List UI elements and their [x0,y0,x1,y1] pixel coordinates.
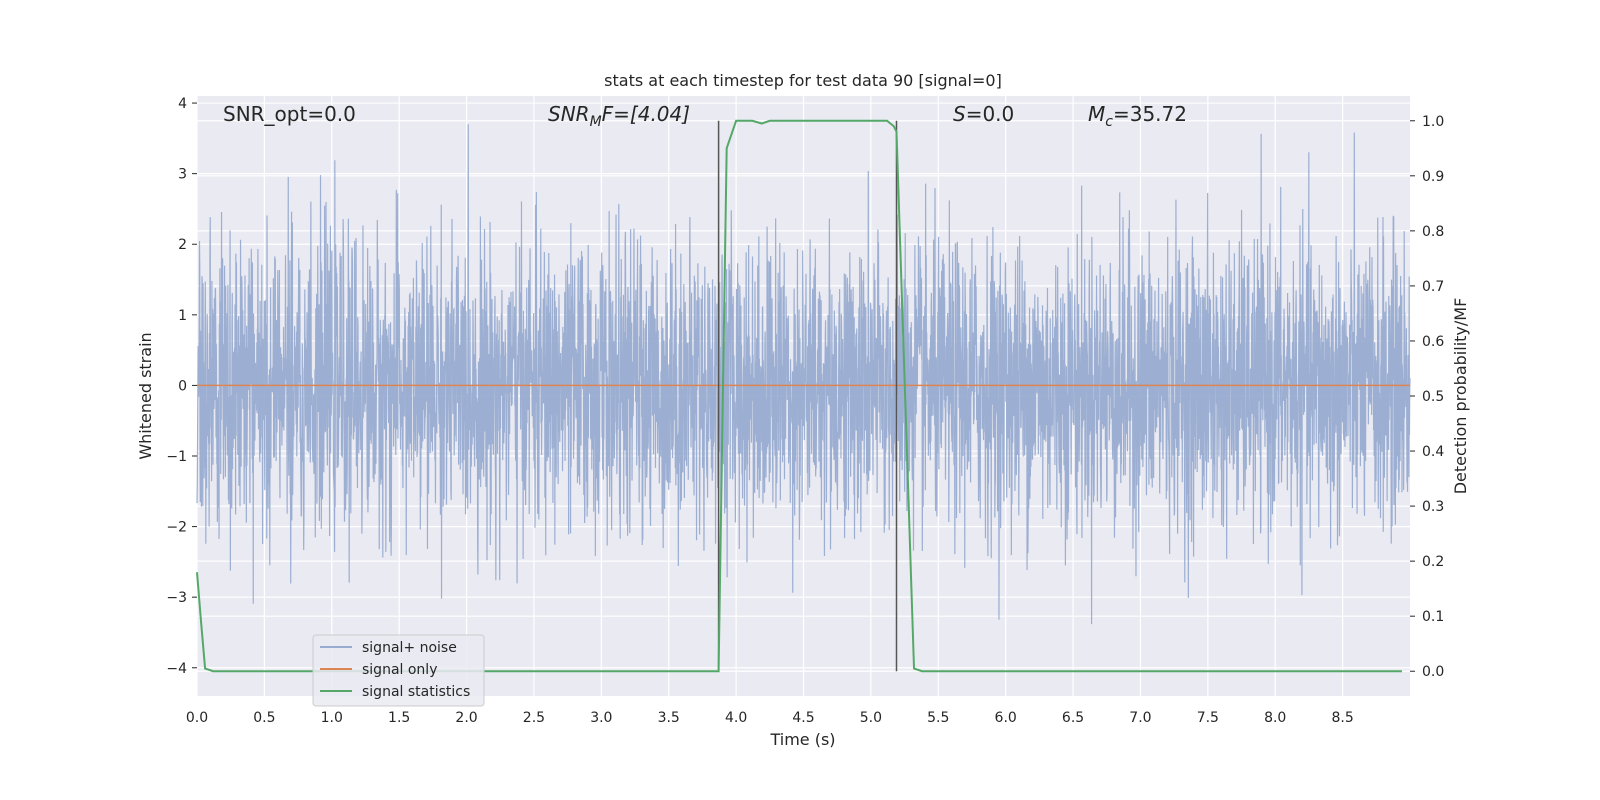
legend-label-signal-only: signal only [362,662,437,678]
x-tick-label: 6.5 [1062,710,1084,726]
annotation-s: S=0.0 [953,102,1014,126]
legend-label-signal-statistics: signal statistics [362,684,470,700]
y-right-tick-label: 0.3 [1422,499,1444,515]
y-right-tick-label: 0.4 [1422,444,1444,460]
y-right-tick-label: 0.9 [1422,169,1444,185]
x-tick-label: 6.0 [995,710,1017,726]
legend-label-signal-noise: signal+ noise [362,640,457,656]
legend-box [312,634,485,707]
annotation-snr-mf: SNRMF=[4.04] [548,102,690,130]
x-tick-label: 8.5 [1331,710,1353,726]
y-left-tick-label: −3 [166,590,187,606]
y-right-tick-label: 0.1 [1422,609,1444,625]
noise-trace [196,124,1411,625]
x-tick-label: 2.0 [455,710,477,726]
series-signal-statistics [196,119,1402,673]
signal-statistics-line [196,119,1402,673]
annotation-mc-sub: c [1105,114,1113,130]
x-tick-label: 8.0 [1264,710,1286,726]
x-tick-label: 7.0 [1129,710,1151,726]
y-right-tick-labels: 0.0 0.1 0.2 0.3 0.4 0.5 0.6 0.7 0.8 0.9 1.0 [1410,114,1444,680]
annotation-s-main: S [953,102,966,126]
y-left-tick-label: −4 [166,661,187,677]
y-right-tick-label: 0.8 [1422,224,1444,240]
y-left-axis-label: Whitened strain [136,332,155,459]
y-right-tick-label: 0.0 [1422,664,1444,680]
y-left-tick-label: 1 [178,308,187,324]
y-right-axis-label: Detection probability/MF [1451,298,1470,495]
x-tick-label: 4.0 [725,710,747,726]
y-left-tick-labels: −4 −3 −2 −1 0 1 2 3 4 [166,96,197,677]
y-right-tick-label: 0.2 [1422,554,1444,570]
y-left-tick-label: 3 [178,167,187,183]
x-tick-label: 5.0 [860,710,882,726]
annotation-snr-mf-rest: F=[4.04] [602,102,690,126]
y-right-tick-label: 0.6 [1422,334,1444,350]
x-tick-label: 0.5 [253,710,275,726]
y-right-tick-label: 0.5 [1422,389,1444,405]
annotation-mc-rest: =35.72 [1113,102,1187,126]
annotation-snr-opt: SNR_opt=0.0 [223,102,356,126]
vertical-markers [717,120,898,672]
y-right-tick-label: 0.7 [1422,279,1444,295]
annotation-snr-mf-main: SNR [548,102,590,126]
y-left-tick-label: 2 [178,237,187,253]
annotation-mc: Mc=35.72 [1088,102,1187,130]
y-left-tick-label: 0 [178,378,187,394]
annotation-mc-main: M [1088,102,1105,126]
x-tick-label: 5.5 [927,710,949,726]
x-tick-label: 2.5 [523,710,545,726]
x-tick-label: 7.5 [1197,710,1219,726]
y-left-tick-label: 4 [178,96,187,112]
annotation-snr-mf-sub: M [590,114,602,130]
y-right-tick-label: 1.0 [1422,114,1444,130]
x-tick-label: 4.5 [792,710,814,726]
legend: signal+ noise signal only signal statist… [312,634,485,707]
x-axis-label: Time (s) [769,730,835,749]
x-tick-label: 3.5 [658,710,680,726]
chart-title: stats at each timestep for test data 90 … [604,71,1002,90]
x-tick-label: 3.0 [590,710,612,726]
x-tick-label: 1.0 [321,710,343,726]
x-tick-labels: 0.0 0.5 1.0 1.5 2.0 2.5 3.0 3.5 4.0 4.5 5.0 5.5 6.0 6… [186,710,1354,726]
y-left-tick-label: −2 [166,520,187,536]
x-tick-label: 1.5 [388,710,410,726]
y-left-tick-label: −1 [166,449,187,465]
x-tick-label: 0.0 [186,710,208,726]
annotation-s-rest: =0.0 [966,102,1015,126]
series-signal-noise [196,124,1411,625]
